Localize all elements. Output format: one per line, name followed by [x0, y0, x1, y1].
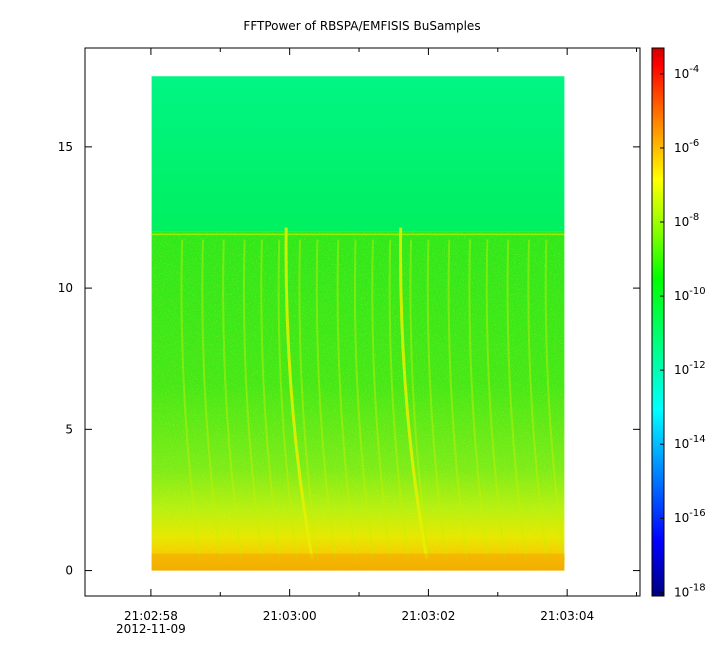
colorbar-tick-label: 10-14: [674, 434, 706, 451]
spectrogram-streak: [277, 239, 299, 561]
spectrogram-streak: [222, 239, 243, 561]
spectrogram-streak: [371, 239, 392, 561]
colorbar-tick-label: 10-8: [674, 212, 699, 229]
spectrogram-strong-streak: [399, 227, 429, 559]
x-tick-label: 21:02:58: [124, 609, 178, 623]
spectrogram-streak: [506, 239, 528, 561]
spectrogram-streak: [468, 239, 490, 561]
spectrogram-streak: [485, 239, 507, 561]
spectrogram-upper-band: [151, 76, 565, 232]
plot-frame: [84, 47, 641, 597]
colorbar-tick-label: 10-6: [674, 138, 699, 155]
spectrogram-streak: [527, 239, 548, 561]
spectrogram-streak: [201, 239, 222, 561]
spectrogram-streak: [260, 239, 281, 561]
spectrogram-streak: [544, 239, 566, 561]
spectrogram-streak: [388, 239, 410, 561]
colorbar: [651, 47, 665, 597]
spectrogram-streak: [315, 239, 337, 561]
x-tick-label: 21:03:04: [540, 609, 594, 623]
colorbar-tick-label: 10-16: [674, 508, 706, 525]
colorbar-tick-label: 10-18: [674, 582, 706, 599]
colorbar-tick-label: 10-10: [674, 286, 706, 303]
x-tick-label: 21:03:02: [401, 609, 455, 623]
spectrogram-streak: [336, 239, 358, 561]
spectrogram-streak: [298, 239, 320, 561]
y-tick-label: 0: [65, 564, 73, 578]
chart-title: FFTPower of RBSPA/EMFISIS BuSamples: [243, 19, 480, 33]
y-tick-label: 15: [58, 140, 73, 154]
spectrogram-streak: [409, 239, 431, 561]
spectrogram-noise: [151, 231, 565, 571]
colorbar-tick-label: 10-4: [674, 64, 699, 81]
spectrogram-floor: [151, 553, 565, 571]
spectrogram-strong-streak: [284, 227, 314, 559]
spectrogram-streak: [242, 239, 264, 561]
x-tick-label: 21:03:00: [263, 609, 317, 623]
spectrogram-streak: [180, 239, 202, 561]
y-tick-label: 5: [65, 422, 73, 436]
spectrogram-streak: [353, 239, 375, 561]
spectrogram-streak: [447, 239, 469, 561]
y-tick-label: 10: [58, 281, 73, 295]
colorbar-tick-label: 10-12: [674, 360, 706, 377]
spectrogram-streak: [426, 239, 448, 561]
x-date-label: 2012-11-09: [116, 622, 186, 636]
